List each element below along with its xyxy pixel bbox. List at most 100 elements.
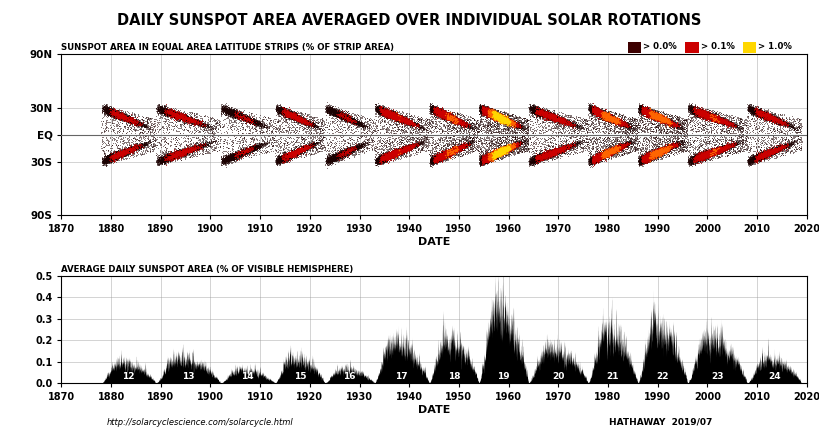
Point xyxy=(538,110,551,116)
Point xyxy=(441,154,454,161)
Point xyxy=(501,117,514,124)
Point xyxy=(247,116,260,123)
Point xyxy=(493,114,506,121)
Point xyxy=(484,152,497,159)
Point xyxy=(594,152,607,159)
Point xyxy=(449,115,462,122)
Point xyxy=(546,110,559,117)
Point xyxy=(493,114,506,121)
Point xyxy=(770,114,783,121)
Point xyxy=(442,149,455,156)
Point xyxy=(401,144,414,151)
Point xyxy=(438,156,451,163)
Point xyxy=(715,119,728,126)
Point xyxy=(490,149,503,155)
Point xyxy=(252,116,265,123)
Point xyxy=(702,153,715,160)
Point xyxy=(386,110,399,117)
Point xyxy=(644,149,657,156)
Point xyxy=(695,149,708,156)
Point xyxy=(337,113,350,120)
Point xyxy=(659,148,672,155)
Point xyxy=(270,155,283,162)
Point xyxy=(568,121,581,128)
Point xyxy=(506,120,519,127)
Point xyxy=(414,145,428,152)
Point xyxy=(605,116,618,123)
Point xyxy=(330,153,343,160)
Point xyxy=(661,117,674,124)
Point xyxy=(487,115,500,122)
Point xyxy=(455,142,468,149)
Point xyxy=(703,113,716,120)
Point xyxy=(445,115,458,122)
Point xyxy=(378,155,391,162)
Point xyxy=(649,146,662,153)
Point xyxy=(762,112,775,119)
Point xyxy=(615,142,628,149)
Point xyxy=(399,145,412,152)
Point xyxy=(508,141,521,148)
Point xyxy=(495,115,509,122)
Point xyxy=(446,113,459,120)
Point xyxy=(101,109,114,116)
Point xyxy=(501,143,514,150)
Point xyxy=(647,152,660,158)
Point xyxy=(588,155,601,162)
Point xyxy=(665,118,678,125)
Point xyxy=(479,156,492,163)
Point xyxy=(590,107,604,114)
Point xyxy=(224,106,238,113)
Point xyxy=(223,111,236,118)
Point xyxy=(707,117,720,124)
Point xyxy=(713,148,726,155)
Point xyxy=(379,109,392,116)
Point xyxy=(532,154,545,161)
Point xyxy=(688,158,701,165)
Point xyxy=(485,152,498,158)
Point xyxy=(649,110,663,117)
Point xyxy=(370,106,383,113)
Point xyxy=(653,116,666,123)
Point xyxy=(495,148,508,155)
Point xyxy=(541,155,554,162)
Point xyxy=(102,113,115,120)
Point xyxy=(144,117,157,124)
Point xyxy=(647,110,660,117)
Point xyxy=(186,147,199,154)
Point xyxy=(403,119,416,126)
Point xyxy=(711,147,724,154)
Point xyxy=(328,155,341,162)
Point xyxy=(303,120,316,126)
Point xyxy=(378,152,391,159)
Point xyxy=(590,107,603,114)
Point xyxy=(174,114,188,121)
Point xyxy=(429,152,442,158)
Point xyxy=(393,147,406,154)
Point xyxy=(744,162,758,169)
Point xyxy=(110,112,123,119)
Point xyxy=(787,149,800,156)
Point xyxy=(582,103,595,110)
Point xyxy=(178,113,191,120)
Point xyxy=(555,112,568,119)
Point xyxy=(605,147,618,154)
Point xyxy=(487,111,500,118)
Point xyxy=(586,107,599,114)
Point xyxy=(488,110,501,117)
Point xyxy=(290,149,303,156)
Point xyxy=(386,111,399,118)
Point xyxy=(437,150,450,157)
Point xyxy=(328,108,342,115)
Point xyxy=(99,160,112,167)
Point xyxy=(645,151,658,158)
Point xyxy=(647,153,660,160)
Point xyxy=(342,146,355,153)
Point xyxy=(131,119,144,126)
Point xyxy=(169,153,182,160)
Point xyxy=(285,149,298,156)
Point xyxy=(590,107,604,114)
Point xyxy=(650,116,663,123)
Point xyxy=(333,153,346,160)
Point xyxy=(110,111,123,118)
